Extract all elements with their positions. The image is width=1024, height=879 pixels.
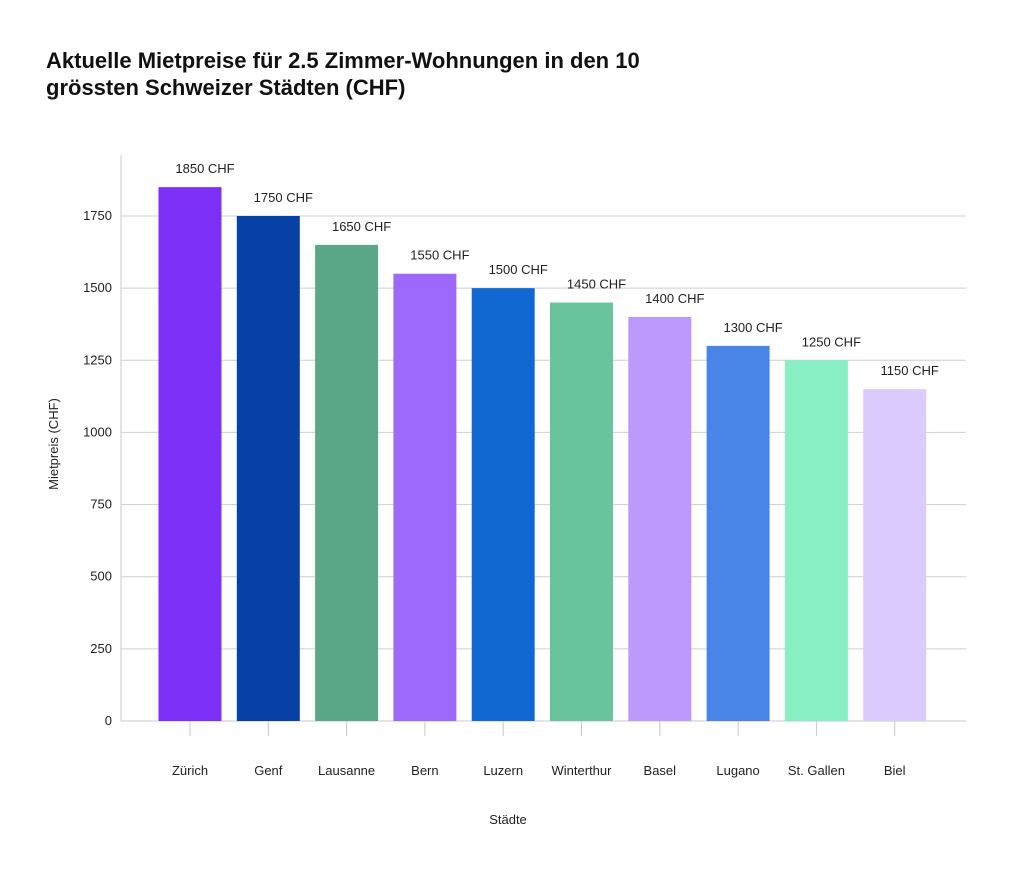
x-axis-title: Städte [489,812,527,827]
y-tick-label: 1500 [83,280,112,295]
y-tick-label: 0 [105,713,112,728]
bar [393,273,457,721]
bar-data-label: 1400 CHF [645,291,704,306]
y-tick-label: 1000 [83,424,112,439]
x-tick-label: Basel [644,763,677,778]
bar-data-label: 1550 CHF [410,248,469,263]
y-tick-label: 250 [90,641,112,656]
bar-data-label: 1450 CHF [567,277,626,292]
y-tick-label: 1750 [83,208,112,223]
bar [628,317,692,721]
data-labels: 1850 CHF 1750 CHF 1650 CHF 1550 CHF 1500 CHF… [175,161,939,378]
bar-data-label: 1500 CHF [489,262,548,277]
bar [550,302,613,721]
bar-data-label: 1750 CHF [254,190,313,205]
bar-data-label: 1250 CHF [802,334,861,349]
y-tick-label: 1250 [83,352,112,367]
bars [158,187,927,722]
x-tick-label: Luzern [483,763,523,778]
x-tick-label: Zürich [172,763,208,778]
y-axis-title: Mietpreis (CHF) [46,398,61,490]
x-tick-label: Biel [884,763,906,778]
bar [706,345,770,721]
x-tick-label: Lausanne [318,763,375,778]
y-tick-label: 750 [90,497,112,512]
bar-data-label: 1300 CHF [723,320,782,335]
bar [315,244,379,721]
bar [158,187,222,722]
bar [236,216,300,721]
x-tick-label: Lugano [716,763,759,778]
bar [863,389,927,721]
y-tick-label: 500 [90,569,112,584]
x-tick-label: St. Gallen [788,763,845,778]
bar [784,360,848,721]
bar-data-label: 1650 CHF [332,219,391,234]
bar-data-label: 1150 CHF [881,363,939,378]
bar-data-label: 1850 CHF [175,161,234,176]
x-tick-label: Bern [411,763,438,778]
x-tick-label: Genf [254,763,283,778]
x-axis-ticks: Zürich Genf Lausanne Bern Luzern Winterthur Ba… [172,721,906,778]
x-tick-label: Winterthur [552,763,613,778]
chart-title: Aktuelle Mietpreise für 2.5 Zimmer-Wohnu… [46,48,640,100]
bar [471,288,535,721]
y-axis-ticks: 0 250 500 750 1000 1250 1500 1750 [83,208,112,728]
